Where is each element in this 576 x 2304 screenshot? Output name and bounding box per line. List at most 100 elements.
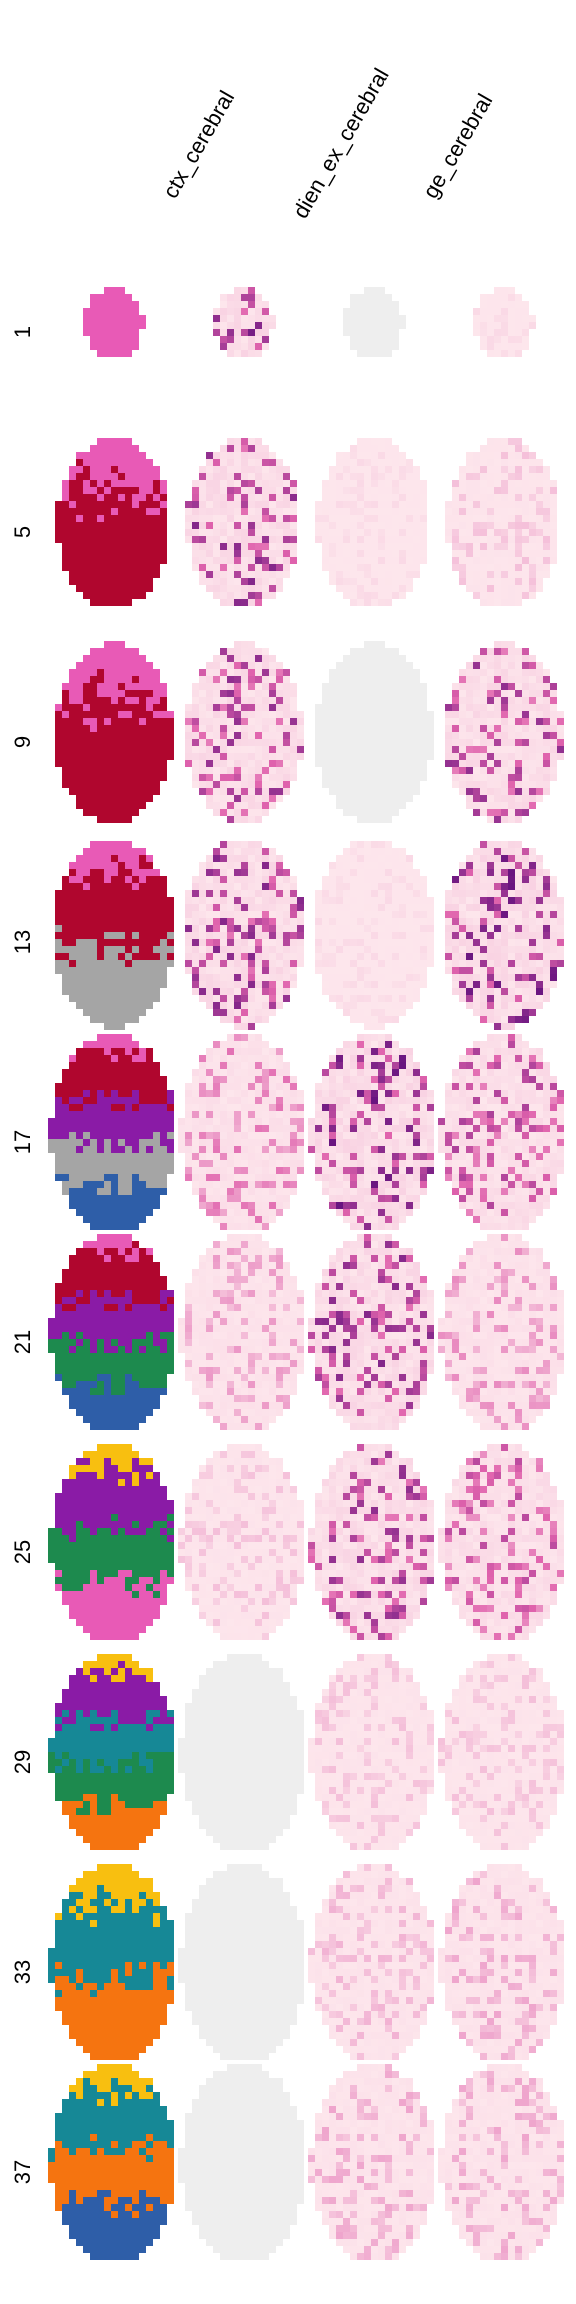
cell bbox=[508, 315, 515, 322]
cell bbox=[153, 932, 160, 939]
cell bbox=[385, 343, 392, 350]
cell bbox=[160, 529, 167, 536]
row-label: 5 bbox=[10, 526, 35, 538]
cell bbox=[76, 711, 83, 718]
cell bbox=[146, 529, 153, 536]
cell bbox=[213, 988, 220, 995]
cell bbox=[336, 774, 343, 781]
cell bbox=[364, 529, 371, 536]
cell bbox=[234, 336, 241, 343]
cell bbox=[146, 774, 153, 781]
cell bbox=[192, 911, 199, 918]
cell bbox=[153, 1153, 160, 1160]
cell bbox=[248, 1097, 255, 1104]
cell bbox=[357, 480, 364, 487]
cell bbox=[83, 1160, 90, 1167]
cell bbox=[69, 988, 76, 995]
cell bbox=[508, 939, 515, 946]
cell bbox=[153, 946, 160, 953]
cell bbox=[234, 904, 241, 911]
cell bbox=[83, 1002, 90, 1009]
cell bbox=[125, 855, 132, 862]
cell bbox=[357, 904, 364, 911]
cell bbox=[350, 974, 357, 981]
cell bbox=[343, 711, 350, 718]
cell bbox=[132, 1223, 139, 1230]
cell bbox=[213, 466, 220, 473]
cell bbox=[132, 725, 139, 732]
cell bbox=[241, 816, 248, 823]
cell bbox=[62, 925, 69, 932]
cell bbox=[255, 550, 262, 557]
cell bbox=[392, 515, 399, 522]
cell bbox=[357, 494, 364, 501]
cell bbox=[283, 683, 290, 690]
cell bbox=[241, 494, 248, 501]
cell bbox=[385, 739, 392, 746]
cell bbox=[90, 760, 97, 767]
cell bbox=[118, 918, 125, 925]
cell bbox=[413, 911, 420, 918]
cell bbox=[97, 1118, 104, 1125]
cell bbox=[132, 1048, 139, 1055]
cell bbox=[385, 550, 392, 557]
cell bbox=[227, 1083, 234, 1090]
cell bbox=[494, 322, 501, 329]
cell bbox=[487, 315, 494, 322]
cell bbox=[522, 557, 529, 564]
cell bbox=[406, 564, 413, 571]
cell bbox=[83, 1090, 90, 1097]
cell bbox=[522, 974, 529, 981]
cell bbox=[146, 1167, 153, 1174]
cell bbox=[459, 918, 466, 925]
cell bbox=[473, 494, 480, 501]
cell bbox=[522, 711, 529, 718]
cell bbox=[452, 946, 459, 953]
cell bbox=[529, 697, 536, 704]
cell bbox=[55, 508, 62, 515]
cell bbox=[104, 329, 111, 336]
cell bbox=[234, 890, 241, 897]
cell bbox=[185, 960, 192, 967]
cell bbox=[322, 529, 329, 536]
cell bbox=[501, 704, 508, 711]
cell bbox=[248, 1034, 255, 1041]
cell bbox=[97, 848, 104, 855]
cell bbox=[132, 1076, 139, 1083]
cell bbox=[69, 995, 76, 1002]
cell bbox=[262, 315, 269, 322]
cell bbox=[118, 1023, 125, 1030]
cell bbox=[343, 809, 350, 816]
cell bbox=[494, 960, 501, 967]
cell bbox=[125, 995, 132, 1002]
cell bbox=[427, 960, 434, 967]
cell bbox=[234, 995, 241, 1002]
cell bbox=[343, 704, 350, 711]
cell bbox=[392, 329, 399, 336]
cell bbox=[153, 732, 160, 739]
cell bbox=[420, 897, 427, 904]
cell bbox=[118, 522, 125, 529]
cell bbox=[501, 564, 508, 571]
cell bbox=[69, 732, 76, 739]
cell bbox=[350, 501, 357, 508]
cell bbox=[371, 343, 378, 350]
cell bbox=[185, 939, 192, 946]
cell bbox=[227, 648, 234, 655]
cell bbox=[543, 690, 550, 697]
cell bbox=[508, 690, 515, 697]
cell bbox=[283, 1104, 290, 1111]
cell bbox=[480, 918, 487, 925]
cell bbox=[329, 543, 336, 550]
cell bbox=[139, 904, 146, 911]
cell bbox=[234, 543, 241, 550]
cell bbox=[160, 550, 167, 557]
cell bbox=[357, 862, 364, 869]
cell bbox=[234, 1076, 241, 1083]
cell bbox=[480, 841, 487, 848]
cell bbox=[255, 459, 262, 466]
dien-heatmap-1 bbox=[343, 287, 406, 357]
cell bbox=[336, 704, 343, 711]
cell bbox=[466, 662, 473, 669]
cell bbox=[420, 697, 427, 704]
